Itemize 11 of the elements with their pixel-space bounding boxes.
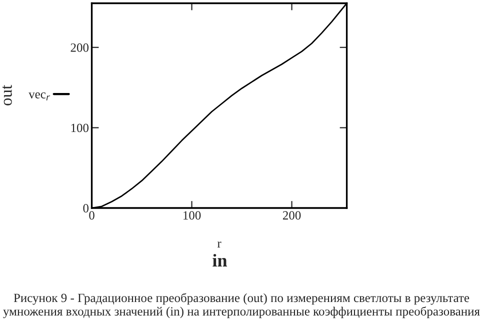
x-tick-label: 100 [184,211,201,220]
text: Рисунок 9 - Градационное преобразование (out) по измерениям светлоты в результате умножения входных значений (in) на интерполированные коэффициенты преобразования [3,293,480,318]
x-axis-title: r [217,242,222,248]
x-tick-label: 0 [89,211,94,220]
text: in [212,254,228,266]
y-tick-label: 0 [83,204,89,212]
y-tick-label: 100 [71,124,89,132]
y-axis-title: out [2,84,12,106]
x-tick-label: 200 [282,211,301,220]
legend-label: vec$_{r}$ [28,92,50,100]
y-tick-label: 200 [70,43,89,52]
